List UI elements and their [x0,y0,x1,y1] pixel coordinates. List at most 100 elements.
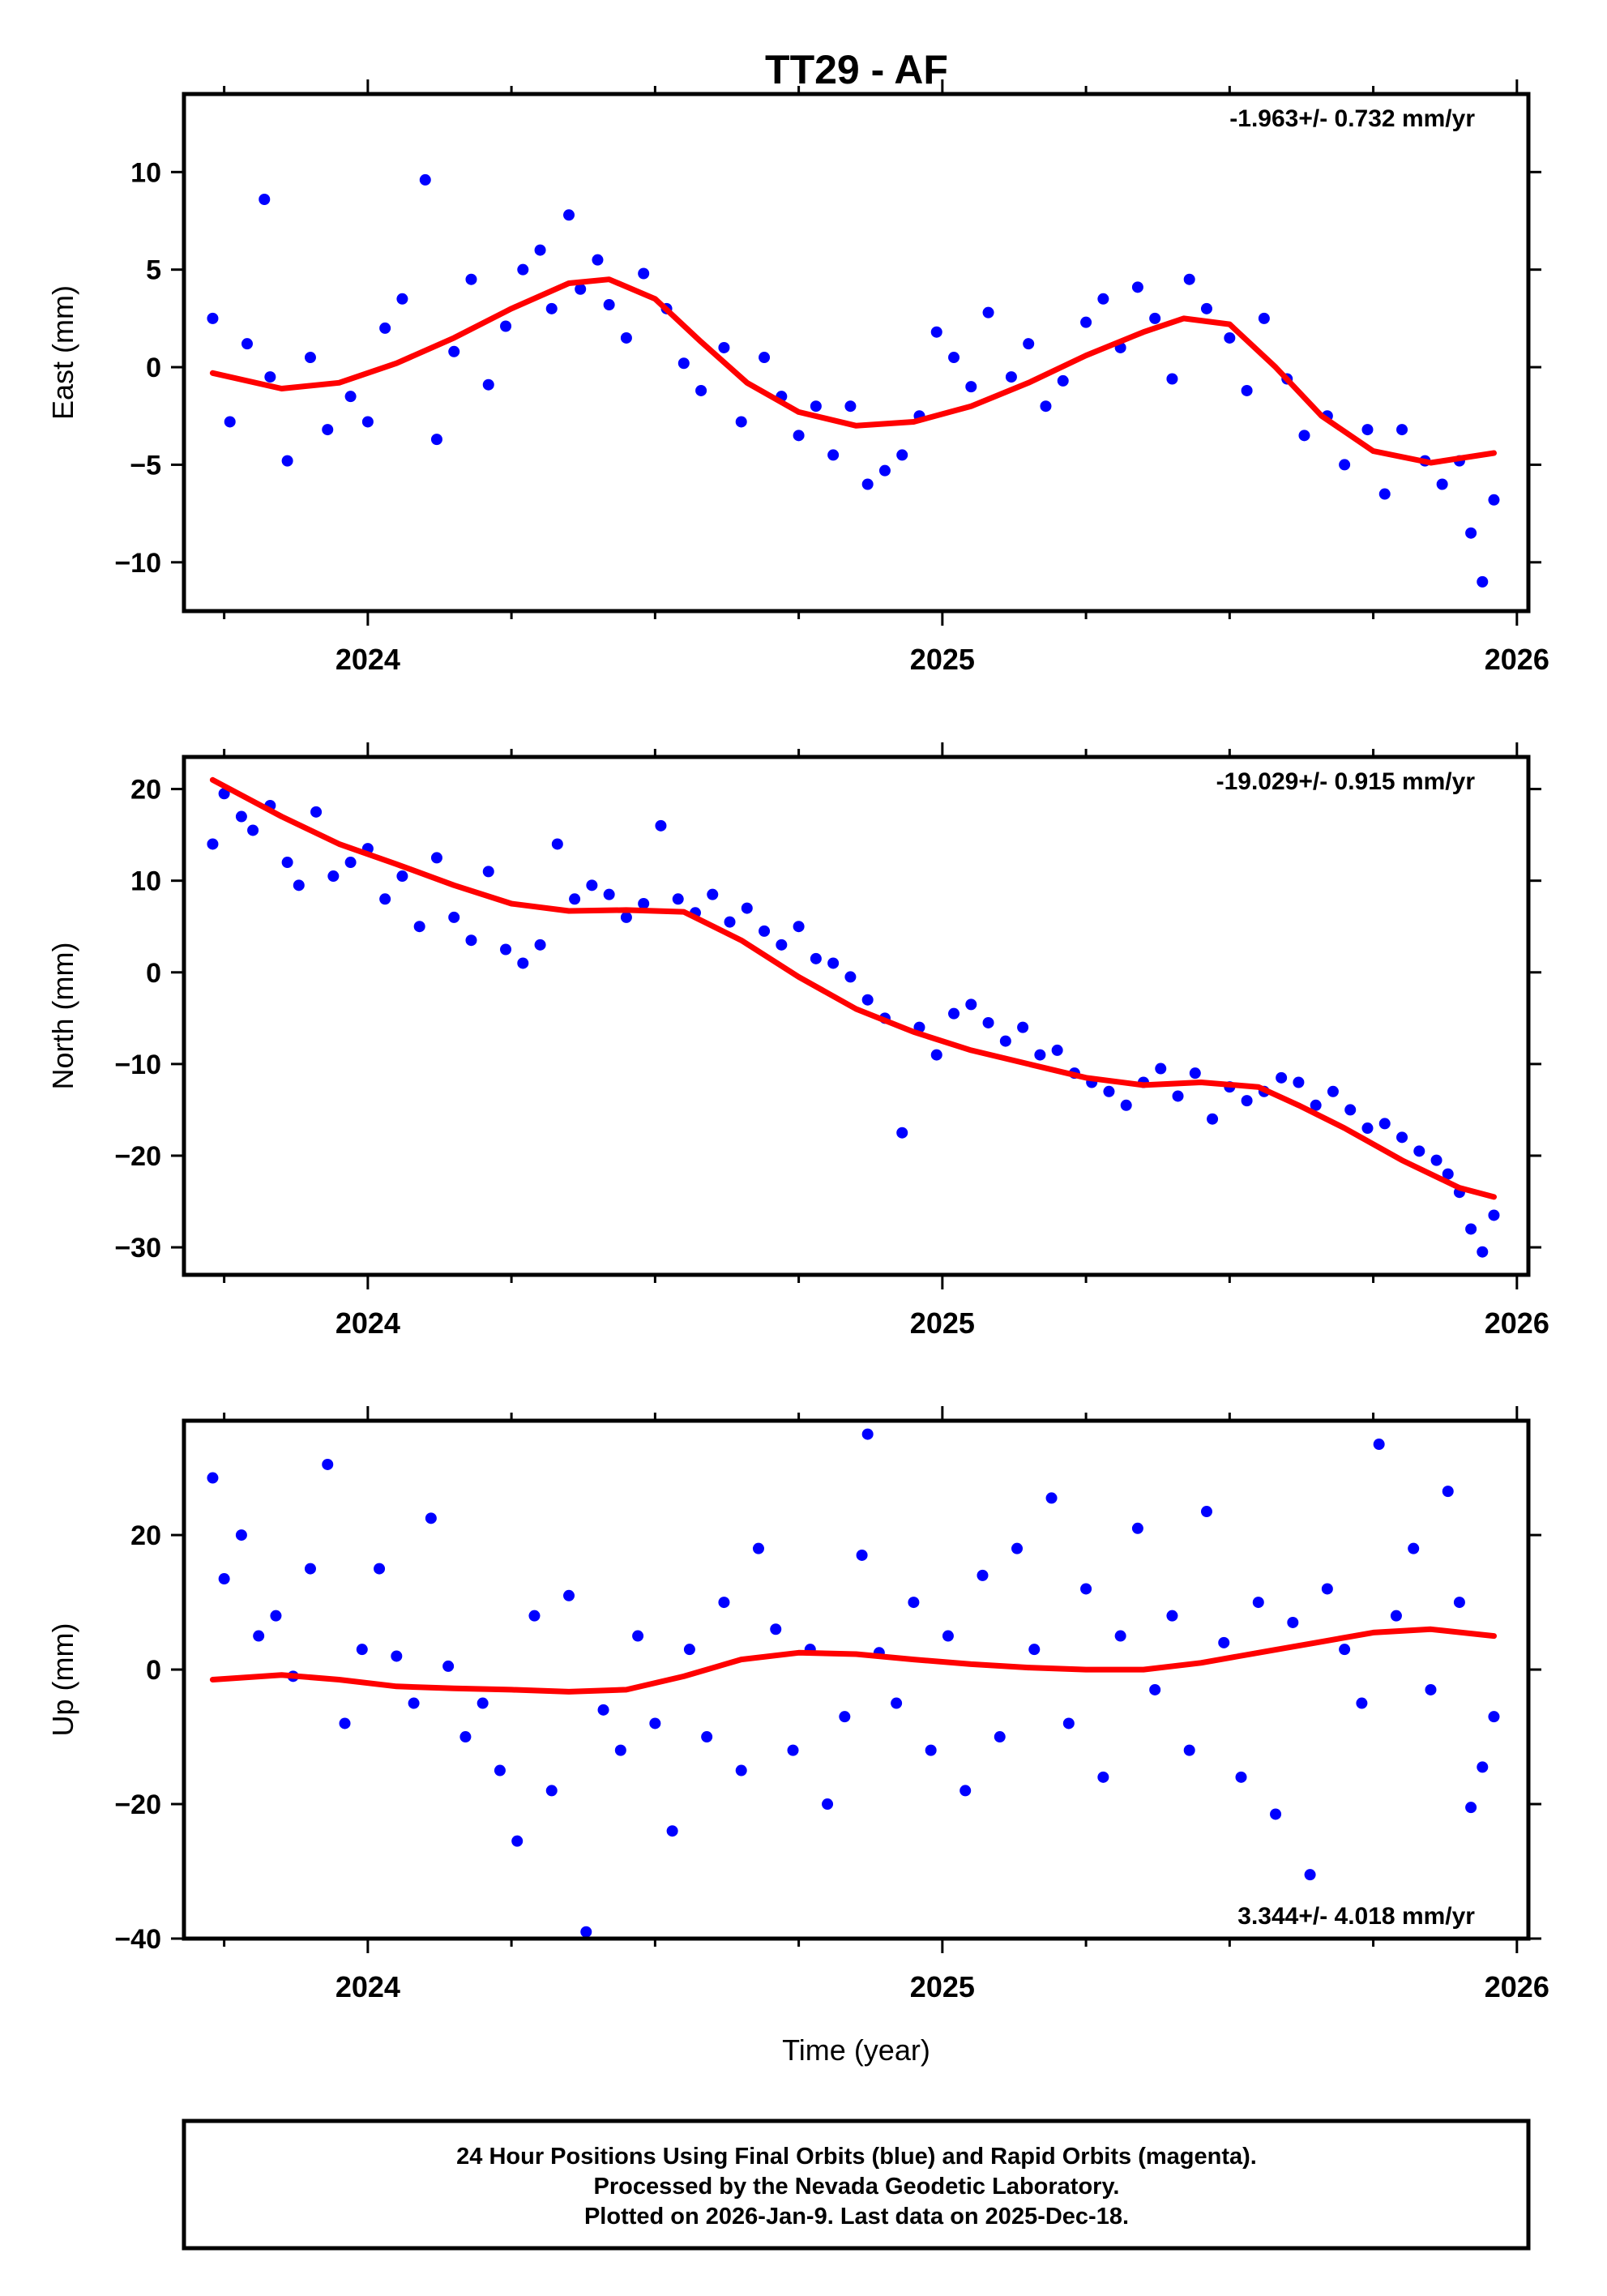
data-point [534,244,546,256]
data-point [793,921,805,933]
data-point [1378,1118,1391,1130]
data-point [361,416,374,428]
data-point [695,384,707,396]
data-point [374,1563,386,1575]
data-point [1477,1246,1489,1258]
data-point [844,400,857,413]
data-point [1488,494,1500,506]
data-point [224,416,236,428]
data-point [822,1798,834,1811]
data-point [1062,1717,1075,1729]
data-point [1339,1644,1351,1656]
y-axis-label: North (mm) [46,943,79,1090]
data-point [430,852,442,864]
data-point [1166,1610,1178,1622]
data-point [281,857,293,869]
panel-up: 2024 2025 2026 20 0 −20 −40 Up (mm) Time (year) 3… [46,1406,1549,2067]
y-tick-label: −10 [114,548,161,579]
data-point [545,302,558,314]
x-tick-label: 2025 [910,1306,975,1340]
data-point [896,1127,908,1139]
data-point [1327,1085,1339,1097]
x-tick-label: 2026 [1485,643,1549,676]
y-axis-label: Up (mm) [46,1623,79,1737]
data-point [1425,1683,1437,1695]
data-point [683,1644,695,1656]
data-point [1488,1209,1500,1221]
data-point [982,306,994,319]
data-point [752,1542,764,1554]
data-point [620,331,632,344]
plot-frame [182,755,1531,1277]
data-point [724,916,736,928]
data-point [787,1744,799,1756]
x-tick-label: 2024 [336,1970,400,2003]
data-point [517,263,529,276]
data-point [235,1529,247,1541]
data-point [356,1644,368,1656]
data-point [563,209,575,221]
data-point [861,994,874,1006]
y-tick-label: 20 [130,1520,161,1551]
data-point [1155,1062,1167,1075]
data-point [408,1697,420,1709]
data-point [1477,575,1489,588]
data-point [482,866,494,878]
data-point [304,1563,316,1575]
y-tick-label: 0 [146,1655,161,1686]
data-point [994,1731,1006,1743]
footer-line-1: 24 Hour Positions Using Final Orbits (bl… [456,2144,1257,2170]
data-point [776,938,788,951]
data-point [925,1744,937,1756]
data-point [741,902,753,914]
data-point [494,1764,506,1777]
data-point [1390,1610,1402,1622]
footer-line-3: Plotted on 2026-Jan-9. Last data on 2025… [584,2204,1129,2230]
data-point [1040,400,1052,413]
data-point [1310,1099,1322,1111]
data-point [930,1049,942,1061]
data-point [672,893,684,905]
data-point [861,478,874,490]
data-point [534,938,546,951]
y-tick-label: 0 [146,958,161,989]
data-point [592,254,604,266]
data-point [718,341,730,353]
fit-curve [209,276,1497,466]
data-point [977,1569,989,1581]
chart-title: TT29 - AF [765,47,948,92]
data-point [1241,1095,1253,1107]
data-point [1339,459,1351,471]
data-point [1149,1683,1161,1695]
data-point [891,1697,903,1709]
data-point [1166,373,1178,385]
data-point [1396,424,1408,436]
y-tick-label: −5 [130,450,161,481]
data-point [1430,1154,1442,1166]
data-point [1413,1145,1425,1157]
data-point [1287,1616,1299,1628]
data-point [603,888,615,900]
data-point [638,897,650,909]
data-point [861,1428,874,1440]
data-point [999,1035,1011,1047]
y-tick-label: 10 [130,157,161,188]
fit-curve [209,1626,1497,1695]
data-point [247,824,259,836]
data-point [1224,331,1236,344]
rate-label: -19.029+/- 0.915 mm/yr [1216,768,1476,795]
data-point [477,1697,489,1709]
data-point [1378,488,1391,500]
data-point [638,267,650,280]
data-point [770,1623,782,1635]
data-point [930,326,942,338]
y-tick-label: −30 [114,1233,161,1263]
data-point [1408,1542,1420,1554]
plot-frame [182,92,1531,614]
data-point [707,888,719,900]
data-point [1080,316,1092,328]
y-tick-label: 10 [130,866,161,897]
data-point [810,952,822,964]
data-point [465,934,477,947]
data-point [396,870,408,883]
